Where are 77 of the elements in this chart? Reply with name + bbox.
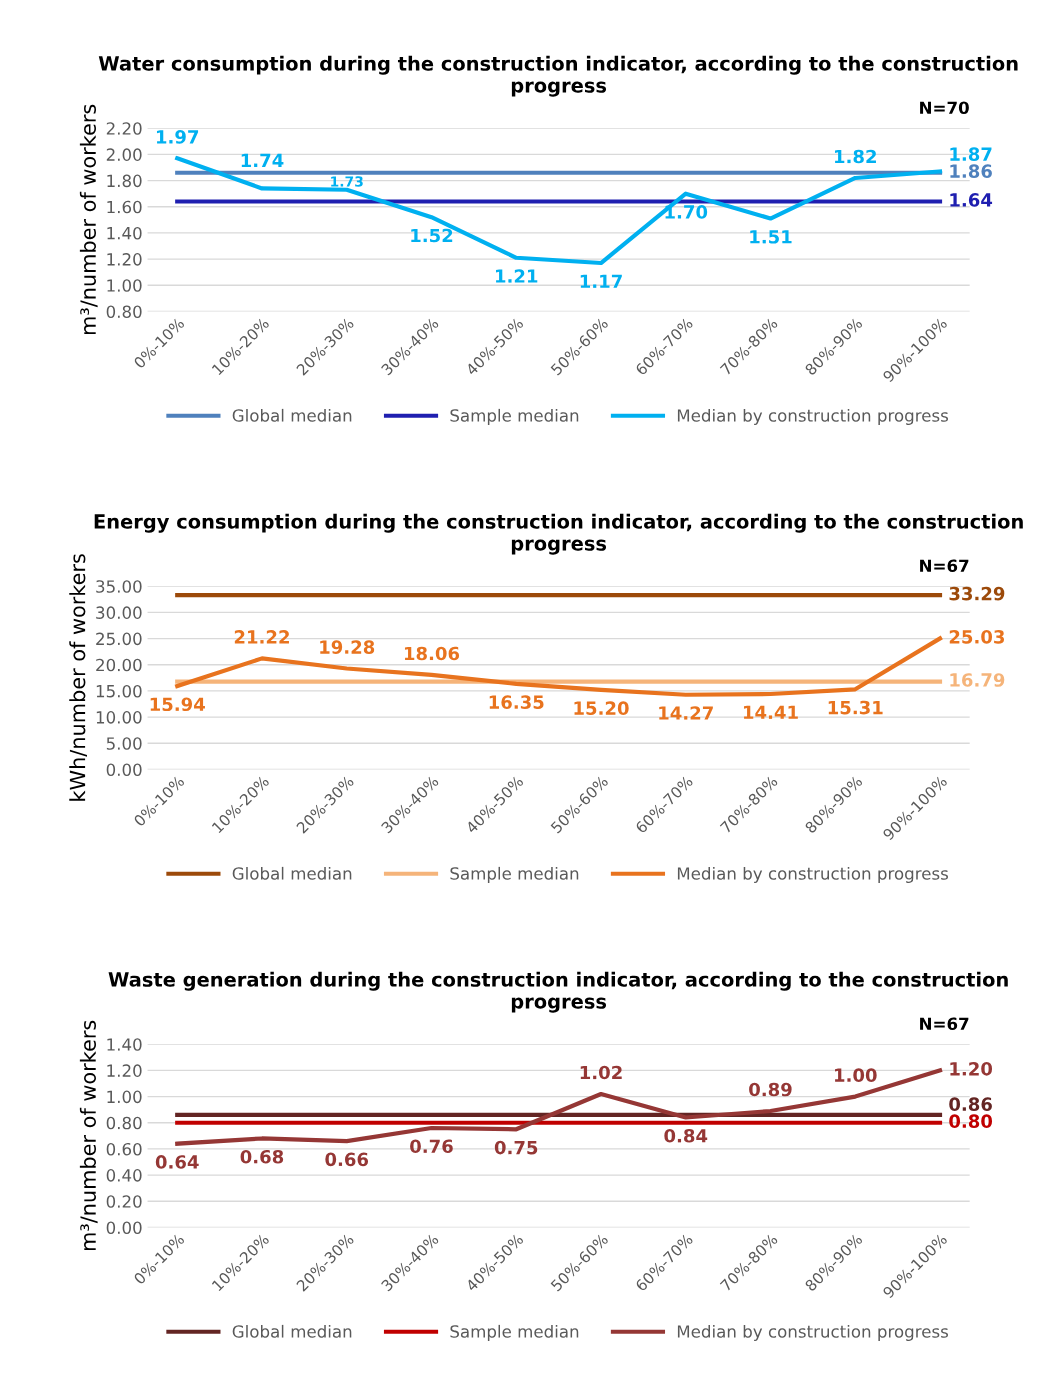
- y-axis-title: m³/number of workers: [79, 1020, 98, 1251]
- chart-title: Water consumption during the construction indicator, according to the construction progress: [98, 55, 1018, 97]
- y-tick-label: 0.60: [106, 1142, 142, 1156]
- y-tick-label: 0.00: [106, 1221, 142, 1235]
- data-label: 0.75: [494, 1140, 538, 1155]
- y-tick-label: 0.20: [106, 1195, 142, 1208]
- data-label: 1.86: [950, 164, 992, 178]
- y-tick-label: 1.40: [107, 226, 142, 240]
- legend-label: Median by construction progress: [677, 408, 949, 426]
- legend-label: Median by construction progress: [677, 1324, 949, 1342]
- y-tick-label: 25.00: [96, 632, 142, 646]
- data-label: 14.41: [743, 705, 798, 719]
- text: N=67: [920, 1017, 969, 1031]
- y-tick-label: 20.00: [96, 658, 142, 672]
- data-label: 15.94: [150, 697, 205, 712]
- data-label: 1.00: [835, 1068, 877, 1082]
- data-label: 1.21: [496, 269, 538, 283]
- data-label: 1.87: [950, 147, 992, 161]
- data-label: 15.31: [828, 700, 883, 715]
- data-label: 18.06: [404, 646, 460, 661]
- data-label: 14.27: [659, 706, 713, 720]
- y-tick-label: 1.00: [107, 1090, 142, 1104]
- data-label: 1.02: [580, 1065, 622, 1080]
- legend-label: Global median: [232, 866, 352, 880]
- data-label: 0.84: [664, 1128, 708, 1143]
- y-tick-label: 5.00: [106, 737, 142, 750]
- y-tick-label: 1.60: [107, 200, 142, 214]
- text: N=67: [920, 559, 969, 573]
- data-label: 1.52: [411, 228, 453, 243]
- y-axis-title: kWh/number of workers: [69, 554, 88, 801]
- y-tick-label: 0.00: [106, 763, 142, 777]
- y-tick-label: 1.40: [107, 1038, 142, 1051]
- data-label: 16.79: [950, 673, 1005, 687]
- y-tick-label: 35.00: [96, 580, 142, 593]
- data-label: 21.22: [234, 630, 289, 644]
- y-tick-label: 1.20: [107, 253, 142, 266]
- data-label: 1.51: [750, 230, 792, 244]
- y-tick-label: 0.40: [106, 1169, 142, 1182]
- y-tick-label: 2.20: [106, 122, 142, 135]
- y-tick-label: 0.80: [106, 1116, 142, 1130]
- legend-label: Sample median: [450, 866, 579, 884]
- data-label: 1.82: [835, 149, 876, 164]
- data-label: 15.20: [574, 701, 629, 715]
- data-label: 25.03: [949, 630, 1005, 644]
- data-label: 0.68: [240, 1149, 284, 1164]
- data-label: 1.20: [950, 1061, 993, 1076]
- data-label: 16.35: [489, 695, 544, 709]
- data-label: 0.80: [949, 1114, 993, 1128]
- data-label: 1.64: [950, 193, 993, 207]
- data-label: 1.97: [156, 130, 199, 144]
- y-tick-label: 1.20: [107, 1064, 142, 1077]
- y-tick-label: 0.80: [106, 305, 142, 319]
- legend-label: Median by construction progress: [677, 866, 949, 884]
- y-tick-label: 1.00: [107, 279, 142, 292]
- data-label: 1.74: [241, 153, 284, 167]
- data-label: 0.86: [949, 1097, 992, 1111]
- data-label: 1.17: [580, 274, 622, 288]
- data-label: 0.76: [410, 1139, 453, 1154]
- chart-title: Energy consumption during the construction indicator, according to the construction progress: [94, 513, 1023, 555]
- data-label: 19.28: [320, 640, 375, 654]
- legend-label: Global median: [232, 408, 352, 422]
- data-label: 0.64: [155, 1155, 199, 1169]
- y-tick-label: 2.00: [106, 148, 142, 161]
- data-label: 0.66: [325, 1152, 369, 1167]
- legend-label: Sample median: [450, 1324, 579, 1342]
- data-label: 1.73: [331, 176, 363, 187]
- y-axis-title: m³/number of workers: [79, 104, 98, 335]
- text: N=70: [920, 101, 969, 115]
- y-tick-label: 30.00: [96, 606, 142, 619]
- y-tick-label: 1.80: [107, 174, 142, 188]
- y-tick-label: 10.00: [96, 711, 142, 724]
- legend-label: Global median: [232, 1324, 352, 1338]
- y-tick-label: 15.00: [96, 684, 142, 698]
- chart-title: Waste generation during the construction indicator, according to the construction progress: [108, 971, 1008, 1013]
- data-label: 0.89: [749, 1082, 792, 1097]
- data-label: 33.29: [949, 586, 1005, 601]
- legend-label: Sample median: [450, 408, 579, 426]
